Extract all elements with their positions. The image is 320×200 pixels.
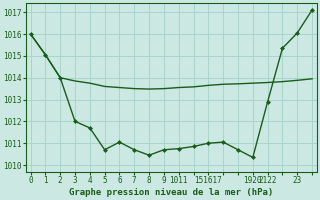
X-axis label: Graphe pression niveau de la mer (hPa): Graphe pression niveau de la mer (hPa) bbox=[69, 188, 274, 197]
